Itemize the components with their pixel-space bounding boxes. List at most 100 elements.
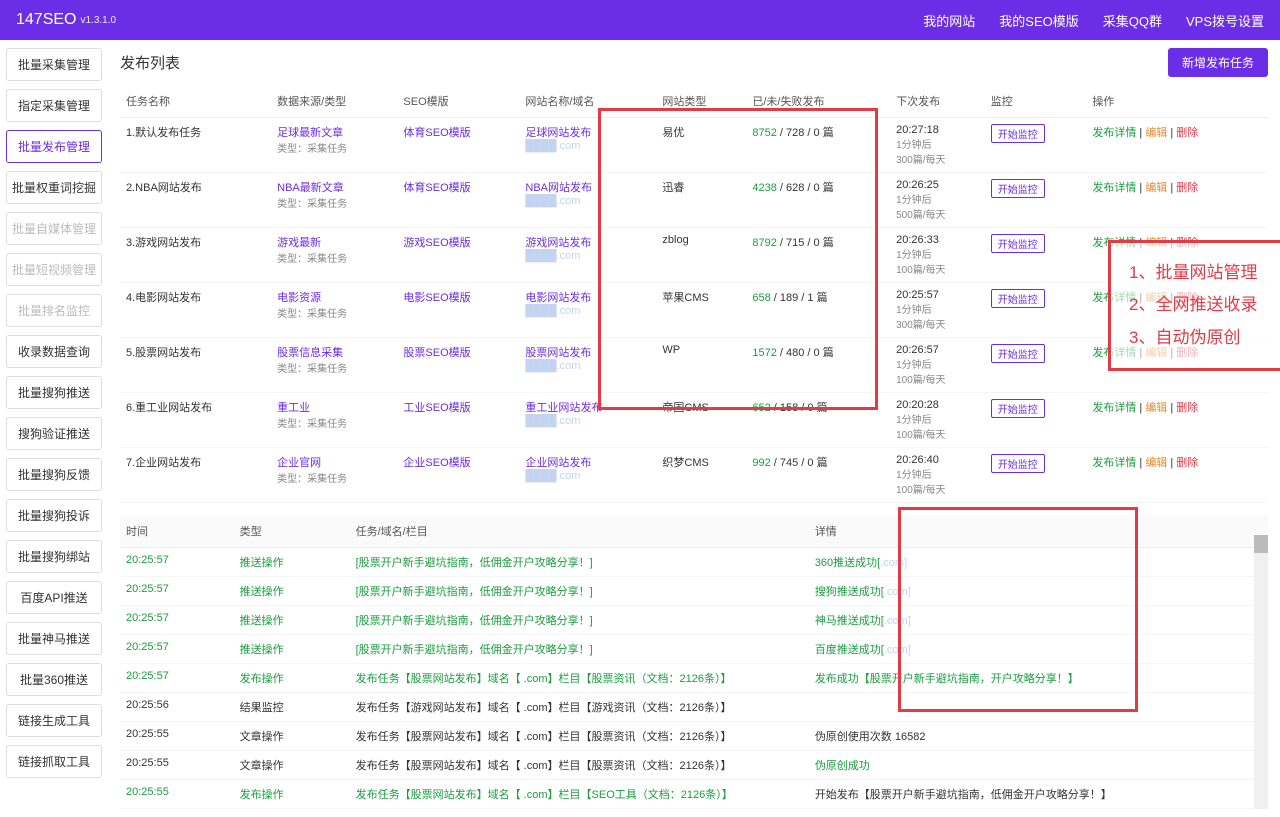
cell-systype: 帝国CMS [656,393,746,448]
sidebar-item[interactable]: 批量发布管理 [6,130,102,163]
col-header: 数据来源/类型 [271,85,397,118]
log-type: 推送操作 [234,548,350,577]
template-link[interactable]: 股票SEO模版 [403,347,470,359]
source-link[interactable]: NBA最新文章 [277,182,344,194]
op-delete[interactable]: 删除 [1176,402,1198,414]
source-link[interactable]: 重工业 [277,402,310,414]
sidebar-item[interactable]: 链接抓取工具 [6,745,102,778]
cell-counts: 658 / 189 / 1 篇 [746,283,890,338]
callout-line: 2、全网推送收录 [1129,289,1280,321]
site-link[interactable]: 足球网站发布 [525,127,591,139]
sidebar-item[interactable]: 批量搜狗绑站 [6,540,102,573]
site-link[interactable]: 股票网站发布 [525,347,591,359]
cell-ops: 发布详情 | 编辑 | 删除 [1086,118,1268,173]
site-link[interactable]: 电影网站发布 [525,292,591,304]
cell-monitor: 开始监控 [985,448,1087,503]
op-detail[interactable]: 发布详情 [1092,402,1136,414]
topnav-item[interactable]: 采集QQ群 [1103,11,1162,30]
monitor-button[interactable]: 开始监控 [991,124,1045,143]
site-link[interactable]: 重工业网站发布 [525,402,602,414]
sidebar-item[interactable]: 批量360推送 [6,663,102,696]
source-link[interactable]: 企业官网 [277,457,321,469]
log-col-header: 详情 [809,515,1268,548]
template-link[interactable]: 电影SEO模版 [403,292,470,304]
site-link[interactable]: NBA网站发布 [525,182,592,194]
cell-site: 重工业网站发布████.com [519,393,656,448]
top-nav: 我的网站 我的SEO模版 采集QQ群 VPS拨号设置 [923,11,1264,30]
monitor-button[interactable]: 开始监控 [991,179,1045,198]
col-header: 已/未/失败发布 [746,85,890,118]
op-edit[interactable]: 编辑 [1145,127,1167,139]
sidebar-item[interactable]: 收录数据查询 [6,335,102,368]
source-link[interactable]: 游戏最新 [277,237,321,249]
template-link[interactable]: 体育SEO模版 [403,127,470,139]
cell-next: 20:26:401分钟后100篇/每天 [890,448,985,503]
cell-next: 20:25:571分钟后300篇/每天 [890,283,985,338]
add-task-button[interactable]: 新增发布任务 [1168,48,1268,77]
sidebar-item[interactable]: 批量搜狗反馈 [6,458,102,491]
cell-ops: 发布详情 | 编辑 | 删除 [1086,393,1268,448]
cell-site: 电影网站发布████.com [519,283,656,338]
main-content: 发布列表 新增发布任务 任务名称数据来源/类型SEO模版网站名称/域名网站类型已… [108,40,1280,817]
table-row: 1.默认发布任务足球最新文章类型：采集任务体育SEO模版足球网站发布████.c… [120,118,1268,173]
op-delete[interactable]: 删除 [1176,457,1198,469]
template-link[interactable]: 工业SEO模版 [403,402,470,414]
op-edit[interactable]: 编辑 [1145,182,1167,194]
op-edit[interactable]: 编辑 [1145,402,1167,414]
log-detail: 搜狗推送成功[.com] [809,577,1268,606]
top-bar: 147SEO v1.3.1.0 我的网站我的SEO模版采集QQ群VPS拨号设置 [0,0,1280,40]
cell-template: 企业SEO模版 [397,448,519,503]
cell-systype: WP [656,338,746,393]
template-link[interactable]: 企业SEO模版 [403,457,470,469]
log-detail: 发布成功【股票开户新手避坑指南，开户攻略分享！】 [809,664,1268,693]
sidebar-item[interactable]: 指定采集管理 [6,89,102,122]
log-section: 时间类型任务/域名/栏目详情 20:25:57推送操作[股票开户新手避坑指南，低… [120,515,1268,809]
op-edit[interactable]: 编辑 [1145,457,1167,469]
op-detail[interactable]: 发布详情 [1092,182,1136,194]
op-detail[interactable]: 发布详情 [1092,127,1136,139]
monitor-button[interactable]: 开始监控 [991,344,1045,363]
cell-source: NBA最新文章类型：采集任务 [271,173,397,228]
sidebar-item[interactable]: 百度API推送 [6,581,102,614]
cell-task: 1.默认发布任务 [120,118,271,173]
site-link[interactable]: 企业网站发布 [525,457,591,469]
source-link[interactable]: 电影资源 [277,292,321,304]
log-detail: 360推送成功[.com] [809,548,1268,577]
sidebar-item[interactable]: 批量搜狗推送 [6,376,102,409]
cell-task: 2.NBA网站发布 [120,173,271,228]
monitor-button[interactable]: 开始监控 [991,399,1045,418]
log-time: 20:25:55 [120,780,234,809]
template-link[interactable]: 体育SEO模版 [403,182,470,194]
topnav-item[interactable]: 我的网站 [923,11,975,30]
sidebar-item[interactable]: 批量神马推送 [6,622,102,655]
cell-ops: 发布详情 | 编辑 | 删除 [1086,448,1268,503]
cell-source: 股票信息采集类型：采集任务 [271,338,397,393]
monitor-button[interactable]: 开始监控 [991,454,1045,473]
topnav-item[interactable]: 我的SEO模版 [999,11,1078,30]
op-delete[interactable]: 删除 [1176,127,1198,139]
template-link[interactable]: 游戏SEO模版 [403,237,470,249]
sidebar-item[interactable]: 批量搜狗投诉 [6,499,102,532]
site-link[interactable]: 游戏网站发布 [525,237,591,249]
cell-monitor: 开始监控 [985,283,1087,338]
log-row: 20:25:57推送操作[股票开户新手避坑指南，低佣金开户攻略分享！]百度推送成… [120,635,1268,664]
monitor-button[interactable]: 开始监控 [991,234,1045,253]
source-link[interactable]: 足球最新文章 [277,127,343,139]
cell-task: 7.企业网站发布 [120,448,271,503]
sidebar-item[interactable]: 链接生成工具 [6,704,102,737]
log-table: 时间类型任务/域名/栏目详情 20:25:57推送操作[股票开户新手避坑指南，低… [120,515,1268,809]
source-link[interactable]: 股票信息采集 [277,347,343,359]
sidebar-item[interactable]: 搜狗验证推送 [6,417,102,450]
log-scrollbar[interactable] [1254,535,1268,809]
sidebar-item[interactable]: 批量权重词挖掘 [6,171,102,204]
monitor-button[interactable]: 开始监控 [991,289,1045,308]
cell-source: 企业官网类型：采集任务 [271,448,397,503]
app-version: v1.3.1.0 [80,15,116,26]
table-row: 6.重工业网站发布重工业类型：采集任务工业SEO模版重工业网站发布████.co… [120,393,1268,448]
log-detail: 开始发布【股票开户新手避坑指南，低佣金开户攻略分享！】 [809,780,1268,809]
op-detail[interactable]: 发布详情 [1092,457,1136,469]
sidebar-item[interactable]: 批量采集管理 [6,48,102,81]
topnav-item[interactable]: VPS拨号设置 [1186,11,1264,30]
op-delete[interactable]: 删除 [1176,182,1198,194]
col-header: 监控 [985,85,1087,118]
